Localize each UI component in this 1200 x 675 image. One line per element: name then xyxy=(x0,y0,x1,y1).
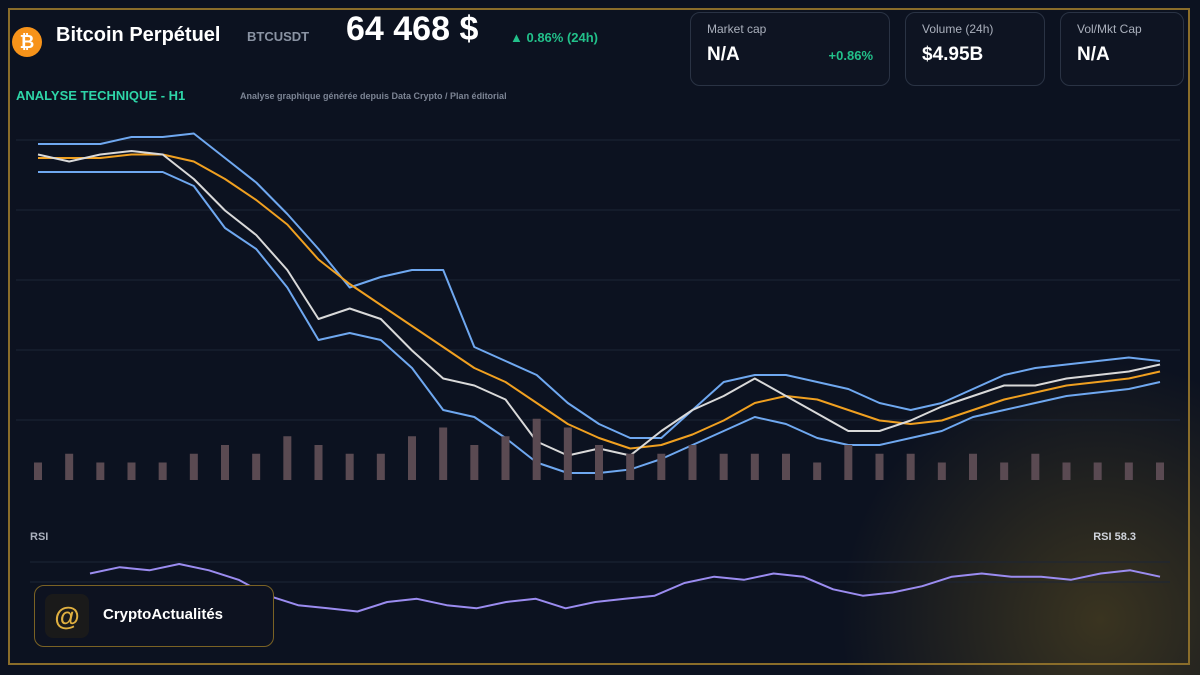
stat-label: Market cap xyxy=(707,22,767,36)
stat-value: $4.95B xyxy=(922,44,984,65)
brand-logo: @ xyxy=(45,594,89,638)
symbol: BTCUSDT xyxy=(247,29,310,44)
volume-bar xyxy=(813,462,822,480)
volume-bar xyxy=(65,453,74,480)
line xyxy=(38,132,1161,439)
line xyxy=(38,171,1161,474)
stat-label: Vol/Mkt Cap xyxy=(1077,22,1142,36)
volume-bar xyxy=(844,445,853,480)
stat-card: Vol/Mkt Cap N/A xyxy=(1060,12,1184,86)
volume-bar xyxy=(1156,462,1164,480)
volume-bar xyxy=(688,445,697,480)
volume-bar xyxy=(470,445,479,480)
volume-bar xyxy=(314,445,323,480)
volume-bar xyxy=(221,445,229,480)
volume-bar xyxy=(158,462,167,480)
volume-bar xyxy=(189,453,198,480)
stat-extra: +0.86% xyxy=(828,48,873,63)
rsi-title: RSI xyxy=(30,531,48,543)
volume-bar xyxy=(532,418,541,480)
volume-bar xyxy=(408,436,416,480)
volume-bar xyxy=(1000,462,1009,480)
stat-label: Volume (24h) xyxy=(922,22,994,36)
volume-bar xyxy=(750,453,759,480)
volume-bar xyxy=(937,462,946,480)
volume-bar xyxy=(595,445,603,480)
brand: CryptoActualités xyxy=(103,606,224,623)
volume-bar xyxy=(1062,462,1071,480)
stat-card: Volume (24h) $4.95B xyxy=(905,12,1045,86)
volume-bar xyxy=(657,453,666,480)
volume-bar xyxy=(563,427,572,480)
volume-bar xyxy=(376,453,385,480)
btc-icon: ₿ xyxy=(12,27,42,57)
volume-bar xyxy=(127,462,136,480)
stat-value: N/A xyxy=(1077,44,1110,65)
volume-bar xyxy=(969,453,977,480)
brand-box: @ CryptoActualités xyxy=(34,585,274,647)
volume-bar xyxy=(782,453,790,480)
volume-bar xyxy=(626,453,635,480)
volume-bar xyxy=(1093,462,1102,480)
volume-bar xyxy=(1031,453,1040,480)
frame xyxy=(8,8,1190,665)
stat-value: N/A xyxy=(707,44,740,65)
volume-bar xyxy=(875,453,884,480)
volume-bar xyxy=(906,453,915,480)
volume-bar xyxy=(96,462,105,480)
volume-bar xyxy=(719,453,728,480)
volume-bar xyxy=(252,453,261,480)
volume-bar xyxy=(283,436,292,480)
line xyxy=(37,150,1161,457)
price: 64 468 $ xyxy=(346,10,479,48)
grid xyxy=(16,139,1180,583)
line xyxy=(38,153,1161,450)
volume-bar xyxy=(1124,462,1133,480)
rsi-annotation: RSI 58.3 xyxy=(1093,531,1136,543)
volume-bar xyxy=(439,427,448,480)
volume-bar xyxy=(34,462,42,480)
section-note: Analyse graphique générée depuis Data Cr… xyxy=(240,91,507,101)
stat-card: Market cap N/A +0.86% xyxy=(690,12,890,86)
section-title: ANALYSE TECHNIQUE - H1 xyxy=(16,88,186,103)
change: ▲ 0.86% (24h) xyxy=(510,30,599,45)
volume-bar xyxy=(345,453,354,480)
volume-bar xyxy=(501,436,510,480)
title: Bitcoin Perpétuel xyxy=(56,24,221,46)
